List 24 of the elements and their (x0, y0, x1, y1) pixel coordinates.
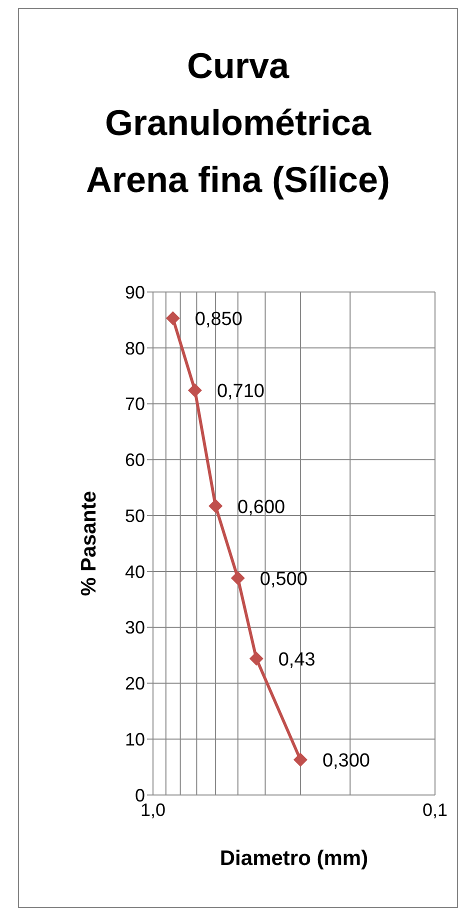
annotation: 0,300 (322, 750, 370, 772)
annotation: 0,600 (238, 496, 286, 518)
x-axis-title: Diametro (mm) (220, 847, 368, 870)
point (188, 383, 202, 398)
y-tick-label: 70 (124, 394, 145, 414)
annotation: 0,710 (216, 381, 264, 402)
y-tick-label: 30 (124, 618, 145, 638)
chart-title: Curva Granulométrica Arena fina (Sílice) (84, 44, 392, 202)
annotation: 0,500 (260, 568, 308, 590)
y-tick-label: 90 (124, 282, 145, 302)
y-tick-label: 10 (124, 730, 145, 750)
y-tick-label: 20 (124, 674, 145, 694)
x-tick-label: 0,1 (422, 800, 448, 820)
y-tick-label: 60 (124, 450, 145, 470)
point (208, 499, 223, 514)
point (230, 571, 245, 586)
y-tick-label: 50 (124, 506, 145, 526)
y-tick-label: 0 (134, 785, 145, 806)
y-axis-title: % Pasante (77, 490, 100, 596)
annotation: 0,43 (278, 649, 316, 670)
annotation: 0,850 (194, 309, 242, 330)
y-tick-label: 40 (124, 562, 145, 582)
y-tick-label: 80 (124, 338, 145, 358)
point (166, 311, 180, 326)
